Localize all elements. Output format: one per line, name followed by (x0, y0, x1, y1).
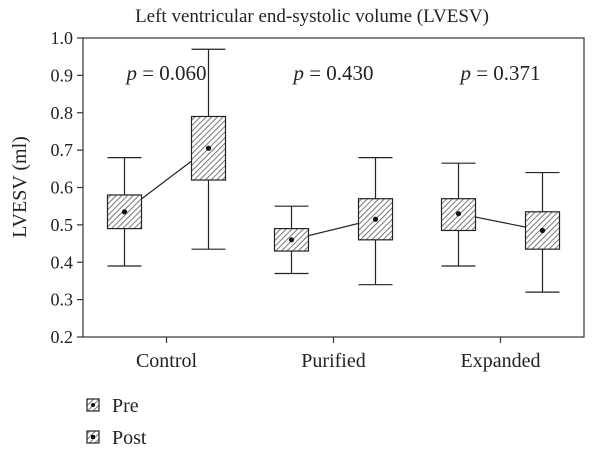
box-post-control (190, 48, 227, 250)
y-tick-label: 1.0 (51, 28, 74, 48)
y-tick-label: 0.9 (51, 65, 74, 85)
y-tick-label: 0.8 (51, 103, 74, 123)
y-tick-label: 0.4 (51, 252, 74, 272)
median-point (288, 237, 295, 243)
p-symbol: p (458, 61, 471, 85)
legend-marker (91, 435, 95, 439)
legend-marker (91, 403, 95, 407)
median-point (455, 211, 462, 217)
y-axis: 0.2 0.3 0.4 0.5 0.6 0.7 0.8 0.9 1.0 (51, 28, 83, 347)
box-post-purified (357, 157, 394, 286)
legend-item-pre: Pre (86, 395, 139, 417)
median-point (372, 216, 379, 222)
p-value-control: p = 0.060 (124, 61, 206, 85)
legend-label: Pre (112, 395, 139, 417)
x-axis: Control Purified Expanded (136, 337, 541, 372)
legend: Pre Post (86, 395, 147, 449)
median-point (539, 227, 546, 234)
p-symbol: p (124, 61, 137, 85)
y-tick-label: 0.3 (51, 290, 74, 310)
y-axis-label: LVESV (ml) (9, 136, 31, 238)
y-tick-label: 0.7 (51, 140, 74, 160)
median-point (121, 209, 128, 215)
box-post-expanded (524, 171, 561, 293)
y-tick-label: 0.5 (51, 215, 74, 235)
p-value-text: = 0.430 (304, 61, 374, 85)
p-value-text: = 0.060 (137, 61, 207, 85)
p-value-annotations: p = 0.060 p = 0.430 p = 0.371 (124, 61, 540, 85)
p-value-purified: p = 0.430 (291, 61, 373, 85)
y-tick-label: 0.6 (51, 178, 74, 198)
p-symbol: p (291, 61, 304, 85)
box-pre-control (106, 157, 143, 267)
box-series (106, 48, 561, 293)
p-value-text: = 0.371 (471, 61, 541, 85)
box-pre-purified (273, 205, 310, 275)
chart-title: Left ventricular end-systolic volume (LV… (135, 6, 489, 27)
p-value-expanded: p = 0.371 (458, 61, 540, 85)
legend-label: Post (112, 427, 147, 449)
y-tick-label: 0.2 (51, 327, 74, 347)
x-tick-label-control: Control (136, 350, 198, 372)
x-tick-label-purified: Purified (301, 350, 365, 372)
x-tick-label-expanded: Expanded (461, 350, 541, 372)
box-pre-expanded (440, 162, 477, 267)
median-point (205, 145, 212, 151)
legend-item-post: Post (86, 427, 147, 449)
